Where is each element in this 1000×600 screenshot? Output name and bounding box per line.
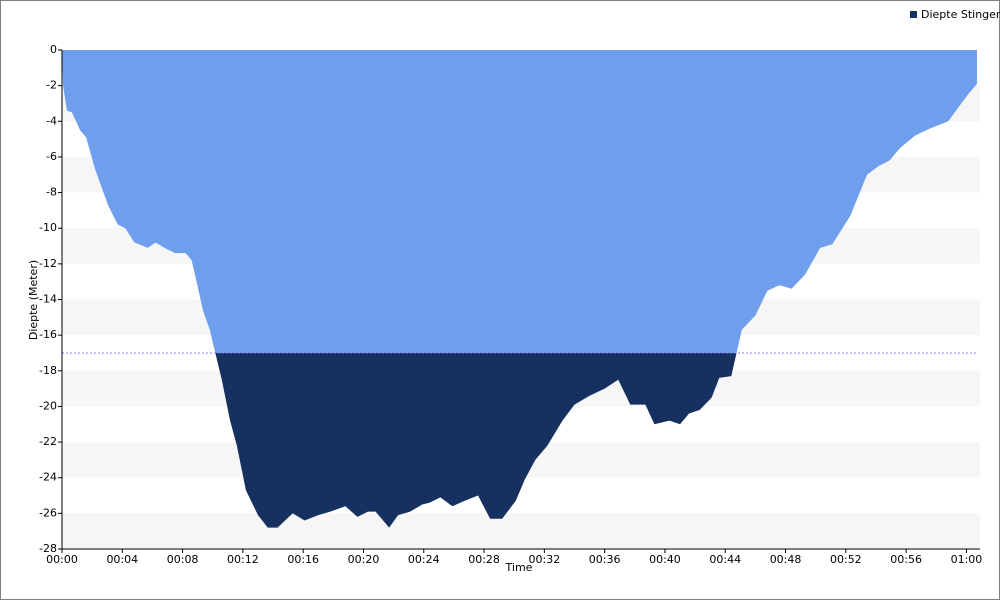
y-tick-label: 0: [50, 43, 57, 56]
y-tick-label: -8: [46, 186, 57, 199]
x-tick-label: 00:32: [529, 553, 561, 566]
x-tick-label: 00:04: [106, 553, 138, 566]
y-tick-label: -20: [39, 399, 57, 412]
y-tick-label: -10: [39, 221, 57, 234]
y-tick-label: -14: [39, 293, 57, 306]
x-tick-label: 00:24: [408, 553, 440, 566]
x-tick-label: 00:48: [770, 553, 802, 566]
x-tick-label: 00:36: [589, 553, 621, 566]
x-tick-label: 00:56: [890, 553, 922, 566]
grid-band: [62, 513, 980, 549]
y-tick-label: -4: [46, 114, 57, 127]
x-axis-label: Time: [505, 561, 533, 574]
y-tick-label: -24: [39, 471, 57, 484]
x-tick-label: 00:12: [227, 553, 259, 566]
y-tick-label: -22: [39, 435, 57, 448]
x-tick-label: 00:00: [46, 553, 78, 566]
y-tick-label: -16: [39, 328, 57, 341]
legend-swatch: [910, 11, 917, 18]
x-tick-label: 00:52: [830, 553, 862, 566]
legend-label: Diepte Stinger: [921, 8, 1000, 21]
x-tick-label: 00:08: [167, 553, 199, 566]
x-tick-label: 00:20: [348, 553, 380, 566]
x-tick-label: 00:16: [287, 553, 319, 566]
x-tick-label: 00:44: [709, 553, 741, 566]
y-tick-label: -2: [46, 79, 57, 92]
x-tick-label: 00:28: [468, 553, 500, 566]
x-tick-label: 00:40: [649, 553, 681, 566]
y-tick-label: -28: [39, 542, 57, 555]
y-tick-label: -12: [39, 257, 57, 270]
y-axis-label: Diepte (Meter): [27, 260, 40, 340]
y-tick-label: -18: [39, 364, 57, 377]
y-tick-label: -26: [39, 506, 57, 519]
area: [62, 50, 977, 528]
y-tick-label: -6: [46, 150, 57, 163]
x-tick-label: 01:00: [951, 553, 983, 566]
